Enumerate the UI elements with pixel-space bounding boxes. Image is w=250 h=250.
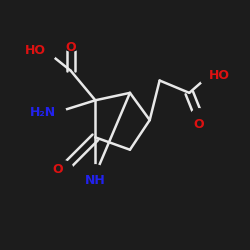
Text: HO: HO: [25, 44, 46, 57]
Text: H₂N: H₂N: [30, 106, 56, 119]
Text: O: O: [65, 41, 76, 54]
Text: HO: HO: [209, 69, 230, 82]
Text: NH: NH: [85, 174, 106, 188]
Text: O: O: [194, 118, 204, 130]
Text: O: O: [52, 163, 63, 176]
